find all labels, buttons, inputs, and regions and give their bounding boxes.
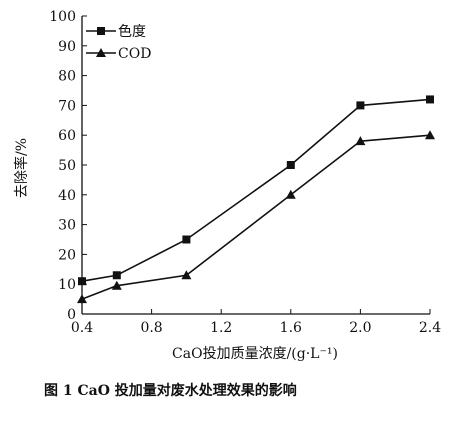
triangle-marker (181, 270, 192, 280)
series-line (81, 134, 431, 300)
y-tick-label: 30 (58, 218, 76, 234)
square-marker (78, 277, 86, 286)
triangle-marker (111, 280, 122, 290)
y-axis-label: 去除率/% (13, 138, 30, 198)
y-tick-label: 20 (58, 247, 76, 263)
triangle-marker (285, 189, 296, 199)
x-tick-label: 2.0 (349, 320, 371, 336)
legend-triangle-marker (96, 48, 106, 57)
series-line (81, 98, 431, 283)
x-tick-label: 0.4 (71, 320, 93, 336)
square-marker (286, 161, 295, 169)
x-tick-label: 1.6 (280, 320, 302, 336)
square-marker (112, 271, 121, 280)
chart-series (77, 95, 435, 304)
triangle-marker (355, 136, 366, 146)
chart-legend: 色度 COD (86, 23, 151, 62)
legend-label: COD (118, 46, 151, 62)
y-tick-label: 50 (58, 158, 76, 174)
y-tick-label: 70 (58, 98, 76, 114)
y-tick-label: 10 (58, 277, 76, 293)
y-tick-label: 100 (49, 9, 76, 25)
triangle-marker (77, 294, 87, 304)
y-tick-label: 60 (58, 128, 76, 144)
line-chart: 0 10 20 30 40 50 60 70 80 90 100 0.4 0.8 1.2 1.6 2.0 2.4… (13, 9, 441, 362)
x-tick-label: 1.2 (210, 320, 232, 336)
triangle-marker (425, 130, 435, 140)
x-axis-label: CaO投加质量浓度/(g·L⁻¹) (172, 346, 338, 362)
y-tick-label: 80 (58, 69, 76, 85)
series-2 (77, 130, 435, 304)
series-1 (78, 95, 434, 286)
y-tick-label: 40 (58, 188, 76, 204)
figure-caption: 图 1 CaO 投加量对废水处理效果的影响 (44, 383, 297, 399)
square-marker (426, 95, 434, 104)
square-marker (356, 101, 365, 110)
y-tick-label: 90 (58, 39, 76, 55)
chart-ticks: 0 10 20 30 40 50 60 70 80 90 100 0.4 0.8 1.2 1.6 2.0 2.4 (49, 9, 441, 336)
legend-square-marker (97, 27, 105, 35)
x-tick-label: 2.4 (419, 320, 441, 336)
legend-label: 色度 (118, 23, 146, 40)
square-marker (182, 235, 191, 244)
y-tick-label: 0 (67, 307, 76, 323)
x-tick-label: 0.8 (140, 320, 162, 336)
